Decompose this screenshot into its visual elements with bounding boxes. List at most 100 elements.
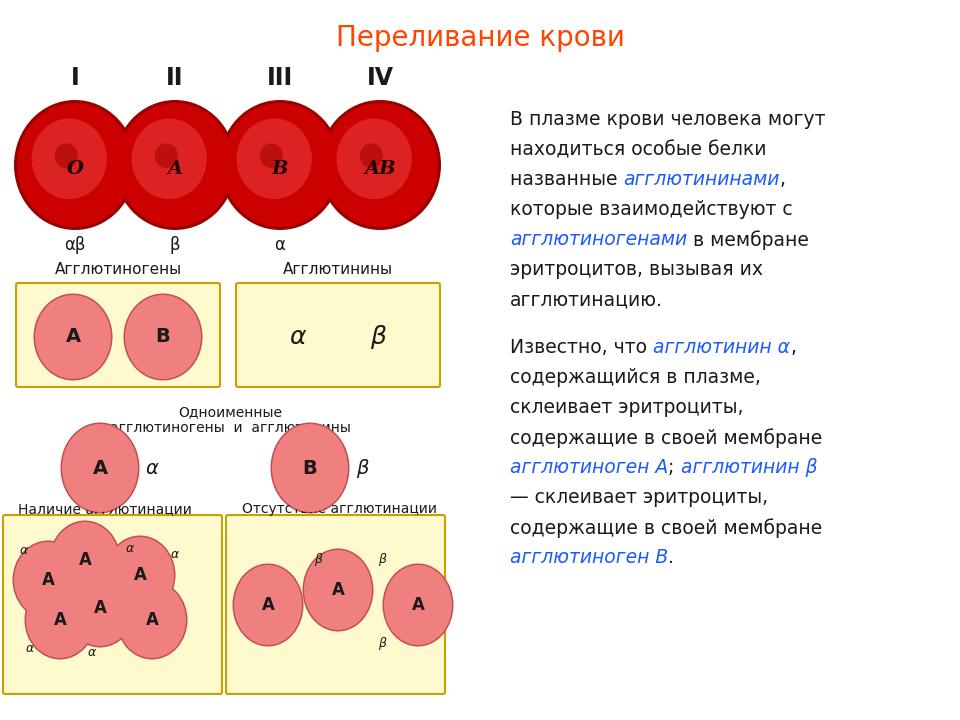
Text: Наличие агглютинации: Наличие агглютинации — [18, 502, 192, 516]
Text: названные: названные — [510, 170, 623, 189]
Text: α: α — [126, 541, 134, 554]
Text: агглютинин β: агглютинин β — [681, 458, 817, 477]
Ellipse shape — [14, 100, 136, 230]
Ellipse shape — [260, 143, 283, 168]
Ellipse shape — [50, 521, 121, 600]
Text: агглютиноген А: агглютиноген А — [510, 458, 668, 477]
Text: β: β — [170, 236, 180, 254]
Ellipse shape — [219, 100, 341, 230]
FancyBboxPatch shape — [3, 515, 222, 694]
Text: β: β — [356, 459, 369, 477]
Ellipse shape — [26, 582, 94, 658]
Text: α: α — [171, 547, 180, 560]
Ellipse shape — [62, 424, 138, 512]
Ellipse shape — [302, 549, 373, 631]
Ellipse shape — [117, 103, 233, 227]
Text: I: I — [71, 66, 80, 90]
Ellipse shape — [35, 295, 111, 379]
Ellipse shape — [118, 582, 186, 658]
Ellipse shape — [12, 541, 84, 619]
Ellipse shape — [319, 100, 441, 230]
Ellipse shape — [304, 550, 372, 630]
Ellipse shape — [125, 295, 201, 379]
Ellipse shape — [236, 119, 312, 199]
Ellipse shape — [114, 100, 236, 230]
Text: β: β — [314, 554, 322, 567]
Text: содержащие в своей мембране: содержащие в своей мембране — [510, 518, 823, 538]
Text: содержащие в своей мембране: содержащие в своей мембране — [510, 428, 823, 448]
Text: III: III — [267, 66, 293, 90]
Text: A: A — [65, 328, 81, 346]
Ellipse shape — [337, 119, 412, 199]
Text: A: A — [412, 596, 424, 614]
Text: Агглютинины: Агглютинины — [283, 262, 393, 277]
Text: Известно, что: Известно, что — [510, 338, 653, 357]
Ellipse shape — [271, 423, 349, 513]
Text: агглютинацию.: агглютинацию. — [510, 290, 662, 309]
Text: A: A — [167, 160, 182, 178]
Ellipse shape — [106, 537, 174, 613]
Text: β: β — [378, 554, 386, 567]
Ellipse shape — [51, 522, 119, 598]
Text: B: B — [302, 459, 318, 477]
Text: αβ: αβ — [64, 236, 85, 254]
Ellipse shape — [132, 119, 207, 199]
Text: содержащийся в плазме,: содержащийся в плазме, — [510, 368, 761, 387]
Ellipse shape — [234, 565, 302, 645]
Text: ,: , — [790, 338, 796, 357]
Text: Отсутствие агглютинации: Отсутствие агглютинации — [243, 502, 438, 516]
Ellipse shape — [32, 119, 107, 199]
Text: агглютиноген В: агглютиноген В — [510, 548, 668, 567]
Text: агглютининами: агглютининами — [623, 170, 780, 189]
Text: агглютиногенами: агглютиногенами — [510, 230, 687, 249]
Ellipse shape — [322, 103, 438, 227]
Text: В плазме крови человека могут: В плазме крови человека могут — [510, 110, 826, 129]
Ellipse shape — [272, 424, 348, 512]
Text: α: α — [88, 646, 96, 659]
Text: Переливание крови: Переливание крови — [336, 24, 624, 52]
FancyBboxPatch shape — [16, 283, 220, 387]
Ellipse shape — [222, 103, 338, 227]
FancyBboxPatch shape — [226, 515, 445, 694]
Ellipse shape — [14, 542, 82, 618]
Text: AB: AB — [364, 160, 396, 178]
Ellipse shape — [55, 143, 78, 168]
Text: .: . — [668, 548, 674, 567]
Text: A: A — [41, 571, 55, 589]
Text: ;: ; — [668, 458, 681, 477]
Text: A: A — [261, 596, 275, 614]
Text: A: A — [54, 611, 66, 629]
FancyBboxPatch shape — [236, 283, 440, 387]
Text: агглютинин α: агглютинин α — [653, 338, 790, 357]
Text: эритроцитов, вызывая их: эритроцитов, вызывая их — [510, 260, 763, 279]
Ellipse shape — [25, 580, 95, 660]
Text: A: A — [92, 459, 108, 477]
Text: Агглютиногены: Агглютиногены — [55, 262, 181, 277]
Text: α: α — [290, 325, 306, 349]
Text: ,: , — [780, 170, 786, 189]
Ellipse shape — [384, 565, 452, 645]
Text: в мембране: в мембране — [687, 230, 809, 250]
Ellipse shape — [105, 536, 176, 614]
Text: склеивает эритроциты,: склеивает эритроциты, — [510, 398, 743, 417]
Text: α: α — [146, 459, 158, 477]
Text: α: α — [26, 642, 35, 654]
Text: II: II — [166, 66, 183, 90]
Text: A: A — [146, 611, 158, 629]
Text: Одноименные
агглютиногены  и  агглютинины: Одноименные агглютиногены и агглютинины — [109, 405, 350, 435]
Text: — склеивает эритроциты,: — склеивает эритроциты, — [510, 488, 768, 507]
Ellipse shape — [232, 564, 303, 647]
Text: которые взаимодействуют с: которые взаимодействуют с — [510, 200, 793, 219]
Ellipse shape — [34, 294, 112, 380]
Text: A: A — [133, 566, 147, 584]
Ellipse shape — [17, 103, 133, 227]
Ellipse shape — [382, 564, 453, 647]
Ellipse shape — [155, 143, 178, 168]
Text: α: α — [20, 544, 28, 557]
Text: A: A — [331, 581, 345, 599]
Ellipse shape — [124, 294, 203, 380]
Ellipse shape — [360, 143, 383, 168]
Ellipse shape — [116, 580, 187, 660]
Text: O: O — [66, 160, 84, 178]
Ellipse shape — [66, 570, 134, 646]
